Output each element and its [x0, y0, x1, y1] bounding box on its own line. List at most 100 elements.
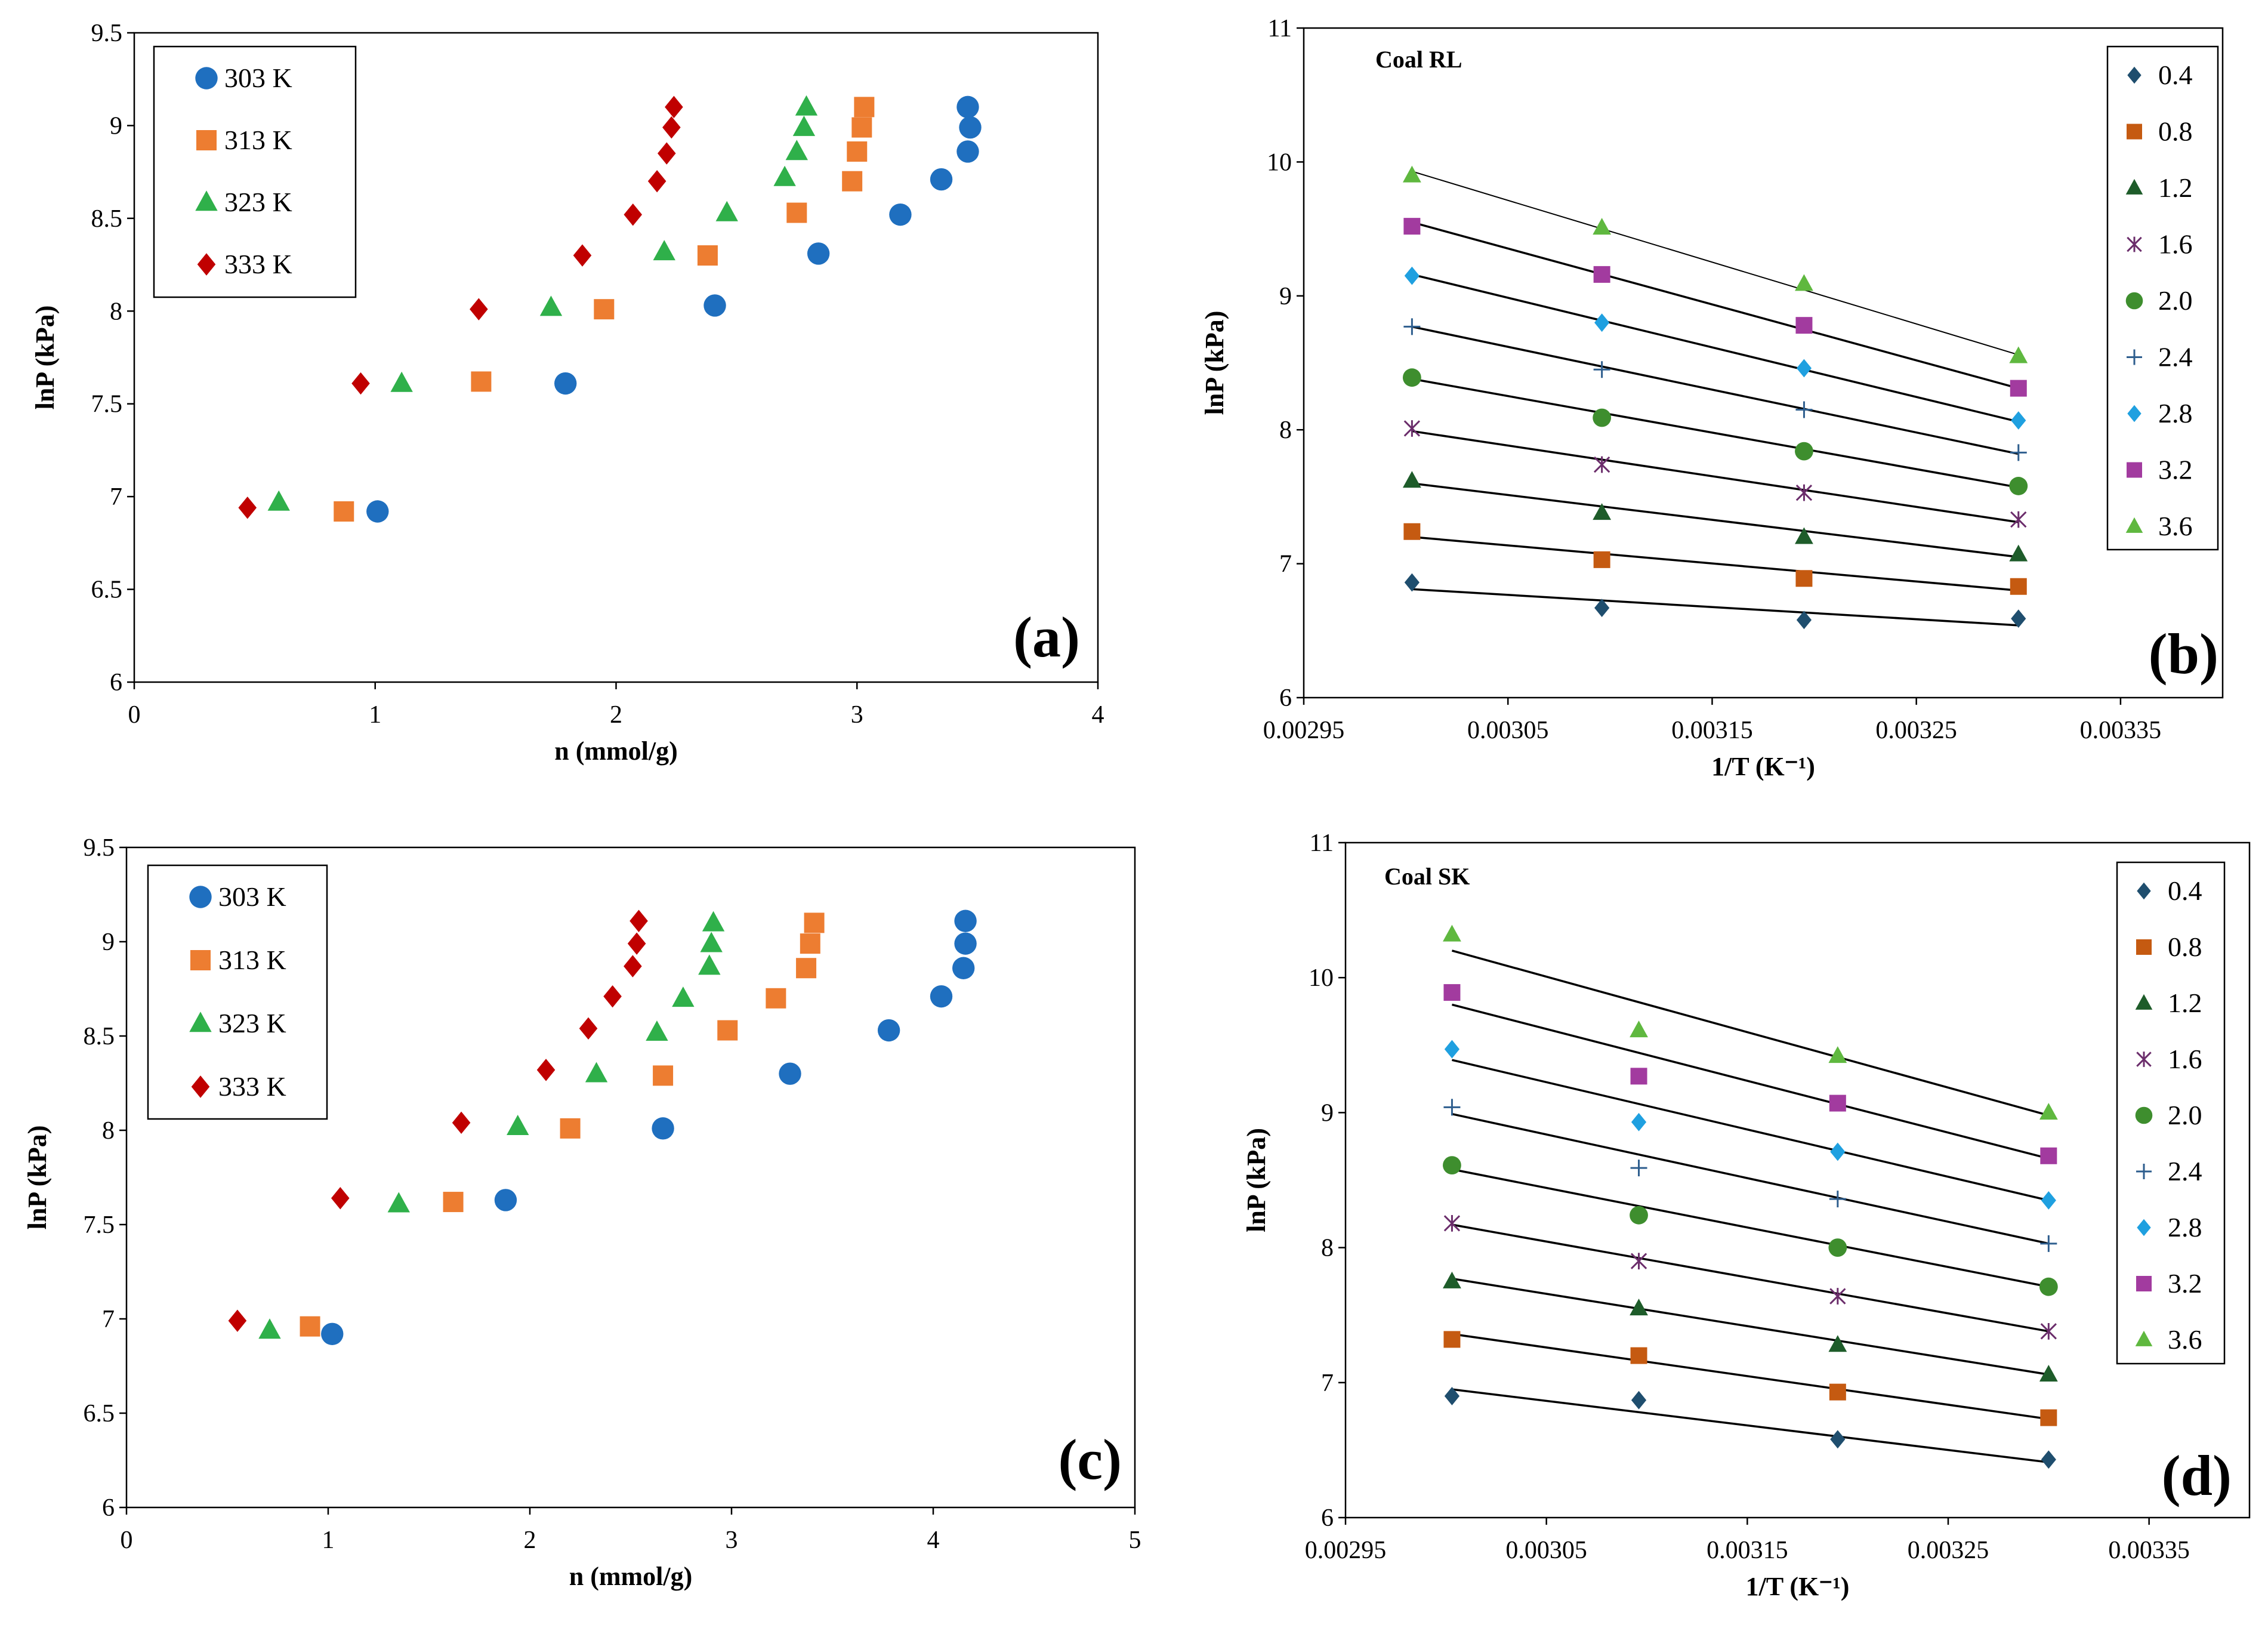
data-point [554, 372, 577, 395]
fit-line-1.6 [1412, 430, 2019, 523]
data-point [779, 1062, 801, 1085]
legend-label: 323 K [218, 1008, 286, 1038]
data-point [1444, 1387, 1460, 1405]
data-point [785, 140, 809, 161]
data-point [2011, 411, 2026, 430]
data-point [627, 932, 646, 955]
data-point [494, 1189, 517, 1211]
data-point [2039, 1277, 2058, 1296]
data-point [1829, 1191, 1846, 1208]
data-point [795, 95, 818, 116]
data-point [1444, 1040, 1460, 1059]
series-0.4 [1444, 1387, 2056, 1469]
y-axis-label: lnP (kPa) [1200, 311, 1229, 415]
series-1.2 [1402, 471, 2028, 562]
legend-marker-3.6 [2135, 1330, 2153, 1346]
legend-marker-3.2 [2127, 462, 2142, 478]
y-tick-label: 8.5 [91, 205, 123, 233]
y-tick-label: 6 [1321, 1504, 1334, 1532]
data-point [2010, 380, 2027, 397]
legend-label: 3.6 [2168, 1324, 2202, 1355]
data-point [2009, 477, 2028, 495]
legend-label: 1.2 [2168, 988, 2202, 1018]
data-point [1443, 1331, 1461, 1348]
data-point [796, 958, 817, 979]
data-point [1830, 1430, 1846, 1449]
data-point [1593, 266, 1610, 283]
x-tick-label: 0 [128, 701, 141, 729]
legend-marker-2.0 [2125, 292, 2143, 310]
legend-marker-0.4 [2137, 882, 2151, 900]
y-tick-label: 8 [110, 298, 122, 325]
data-point [1829, 1288, 1846, 1305]
plot-area [125, 846, 1136, 1509]
data-point [2041, 1191, 2056, 1210]
legend-label: 3.2 [2168, 1268, 2202, 1299]
data-point [930, 168, 953, 191]
y-tick-label: 9.5 [84, 834, 115, 862]
data-point [1830, 1142, 1846, 1161]
data-point [662, 116, 681, 139]
data-point [773, 165, 796, 186]
y-tick-label: 10 [1267, 149, 1292, 176]
y-tick-label: 11 [1268, 15, 1292, 42]
data-point [1404, 266, 1420, 285]
data-point [1630, 1068, 1647, 1085]
data-point [1795, 317, 1813, 334]
data-point [2039, 1364, 2058, 1382]
data-point [579, 1017, 598, 1040]
legend-marker-2.4 [2127, 349, 2142, 365]
data-point [630, 909, 648, 932]
data-point [1630, 1347, 1647, 1364]
fit-line-1.2 [1452, 1277, 2049, 1376]
data-point [1630, 1205, 1648, 1225]
data-point [697, 245, 718, 266]
data-point [1404, 573, 1420, 592]
data-point [594, 299, 615, 320]
plot-area [1303, 27, 2224, 699]
fit-line-0.4 [1452, 1388, 2049, 1463]
data-point [1829, 1383, 1846, 1401]
data-point [851, 117, 872, 138]
data-point [1828, 1335, 1847, 1352]
data-point [1631, 1390, 1647, 1410]
data-point [703, 294, 726, 317]
data-point [366, 500, 389, 523]
legend-marker-323-K [189, 1012, 212, 1032]
legend-label: 2.4 [2158, 342, 2193, 372]
data-point [507, 1114, 529, 1135]
legend-marker-3.2 [2136, 1276, 2152, 1291]
data-point [700, 932, 723, 952]
series-2.8 [1404, 266, 2026, 430]
data-point [331, 1187, 350, 1210]
fit-line-0.8 [1412, 535, 2019, 592]
x-tick-label: 0.00315 [1671, 717, 1753, 744]
data-point [930, 985, 953, 1008]
y-tick-label: 7 [1321, 1370, 1334, 1397]
data-point [652, 1117, 674, 1140]
data-point [1795, 527, 1813, 544]
legend-label: 313 K [224, 125, 292, 155]
data-point [387, 1192, 410, 1213]
legend-box [147, 864, 328, 1120]
data-point [792, 115, 816, 136]
data-point [2039, 1103, 2058, 1120]
fit-line-2.0 [1452, 1168, 2049, 1288]
legend-label: 333 K [224, 249, 292, 279]
data-point [585, 1062, 608, 1083]
data-point [2009, 544, 2028, 562]
data-point [1593, 456, 1610, 473]
y-tick-label: 7.5 [84, 1211, 115, 1239]
legend-box [2116, 861, 2226, 1365]
fit-line-0.4 [1412, 588, 2019, 627]
data-point [2011, 609, 2026, 628]
data-point [443, 1192, 464, 1213]
y-tick-label: 8 [102, 1117, 115, 1145]
data-point [1402, 368, 1421, 387]
x-tick-label: 1 [322, 1527, 335, 1554]
data-point [1796, 359, 1812, 378]
chart-title: Coal RL [1375, 46, 1462, 73]
series-1.2 [1443, 1271, 2058, 1382]
data-point [952, 957, 975, 979]
